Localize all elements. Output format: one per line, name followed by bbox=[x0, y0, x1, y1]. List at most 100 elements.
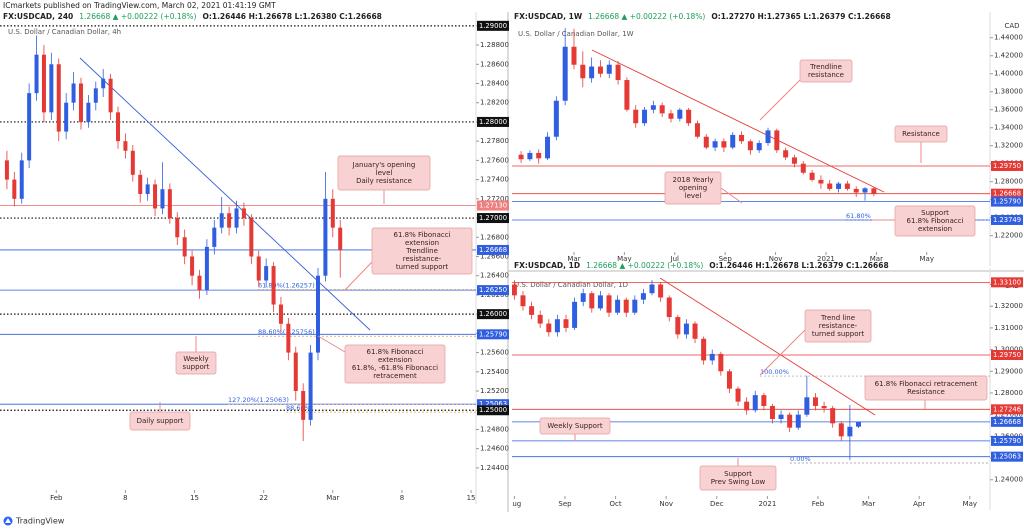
annotation-text: extension bbox=[405, 239, 439, 247]
level-label-box bbox=[991, 160, 1023, 171]
level-label-box bbox=[991, 404, 1023, 415]
candle-body bbox=[761, 395, 767, 406]
x-tick-label: Mar bbox=[567, 255, 580, 263]
candle-body bbox=[563, 319, 569, 328]
candle-body bbox=[726, 371, 732, 389]
candle-body bbox=[827, 183, 833, 189]
level-label: 1.25790 bbox=[993, 198, 1021, 206]
candle-body bbox=[778, 414, 784, 419]
candle-body bbox=[553, 100, 559, 137]
y-tick-label: 1.30000 bbox=[994, 346, 1023, 354]
chart-title: U.S. Dollar / Canadian Dollar, 1D bbox=[514, 281, 628, 289]
candle-body bbox=[783, 150, 789, 158]
candle-body bbox=[703, 136, 709, 148]
annotation-text: Prev Swing Low bbox=[711, 478, 766, 486]
y-tick-label: 1.24000 bbox=[994, 476, 1023, 484]
candle-body bbox=[730, 134, 736, 148]
y-tick-label: 1.26400 bbox=[480, 272, 509, 280]
candle-body bbox=[27, 93, 32, 161]
x-tick-label: Mar bbox=[870, 255, 883, 263]
candle-body bbox=[518, 154, 524, 160]
candle-body bbox=[606, 295, 612, 313]
symbol-ohlc-text: O:1.27270 H:1.27365 L:1.26379 C:1.26668 bbox=[711, 12, 890, 21]
annotation-text: Support bbox=[724, 470, 752, 478]
annotation-pointer bbox=[759, 79, 801, 121]
candle-body bbox=[735, 388, 741, 402]
annotation-text: level bbox=[685, 192, 702, 200]
level-label: 1.33100 bbox=[993, 278, 1021, 286]
candle-body bbox=[615, 64, 621, 81]
annotation-text: resistance- bbox=[403, 255, 442, 263]
candle-body bbox=[624, 80, 630, 110]
candle-body bbox=[529, 306, 535, 315]
level-label-box bbox=[477, 244, 509, 255]
level-label: 1.27000 bbox=[479, 214, 507, 222]
x-tick-label: Nov bbox=[769, 255, 783, 263]
candle-body bbox=[330, 198, 335, 228]
candle-body bbox=[694, 123, 700, 137]
y-tick-label: 1.27800 bbox=[480, 137, 509, 145]
candle-body bbox=[686, 109, 692, 124]
candle-body bbox=[668, 113, 674, 119]
candle-body bbox=[709, 353, 715, 361]
tradingview-logo bbox=[3, 516, 13, 526]
fib-label: 127.20%(1.25063) bbox=[228, 396, 289, 404]
x-tick-label: Jul bbox=[670, 255, 680, 263]
candle-body bbox=[756, 143, 762, 151]
plot-area: 100.00% 0.00% Trend lineresistance-turned … bbox=[512, 278, 990, 491]
annotation-text: 61.8% Fibonacci bbox=[366, 348, 423, 356]
level-label-box bbox=[477, 309, 509, 320]
candle-body bbox=[747, 141, 753, 151]
candle-body bbox=[308, 352, 313, 420]
x-tick-label: Aug bbox=[508, 500, 522, 508]
level-label: 1.29750 bbox=[993, 162, 1021, 170]
candle-body bbox=[623, 299, 629, 313]
x-tick-label: 15 bbox=[467, 494, 476, 502]
candle-body bbox=[712, 141, 718, 148]
level-label-box bbox=[991, 435, 1023, 446]
candle-body bbox=[234, 208, 239, 228]
level-label: 1.23749 bbox=[993, 216, 1021, 224]
candle-body bbox=[227, 213, 232, 228]
level-label: 1.26000 bbox=[479, 310, 507, 318]
x-tick-label: 8 bbox=[123, 494, 127, 502]
x-axis: Aug Sep Oct Nov Dec 2021 Feb Mar Apr May bbox=[508, 496, 977, 508]
annotation-box bbox=[894, 205, 976, 237]
candle-body bbox=[264, 266, 269, 281]
trendline bbox=[659, 278, 876, 416]
y-tick-label: 1.27400 bbox=[480, 176, 509, 184]
candle-body bbox=[527, 152, 533, 160]
annotation-pointer bbox=[759, 329, 806, 376]
candle-body bbox=[19, 160, 24, 199]
candle-body bbox=[249, 218, 254, 257]
candle-body bbox=[34, 54, 39, 94]
level-label: 1.27246 bbox=[993, 405, 1021, 413]
annotation-text: Trend line bbox=[820, 314, 855, 322]
level-label: 1.27130 bbox=[479, 202, 507, 210]
trendline bbox=[79, 57, 371, 331]
level-label-box bbox=[991, 188, 1023, 199]
candle-body bbox=[830, 408, 836, 424]
level-label-box bbox=[991, 196, 1023, 207]
annotation-text: Resistance bbox=[902, 130, 940, 138]
y-tick-label: 1.26800 bbox=[480, 233, 509, 241]
annotation-text: 61.8% Fibonacci bbox=[393, 231, 450, 239]
level-label-box bbox=[991, 277, 1023, 288]
candle-body bbox=[589, 293, 595, 309]
candle-body bbox=[537, 314, 543, 324]
candle-body bbox=[666, 297, 672, 318]
annotation-text: extension bbox=[918, 225, 952, 233]
candle-body bbox=[765, 130, 771, 144]
annotation-text: Daily resistance bbox=[356, 177, 412, 185]
candle-body bbox=[301, 391, 306, 420]
candle-body bbox=[138, 174, 143, 195]
candle-body bbox=[546, 323, 552, 333]
annotation-text: Trendline bbox=[809, 63, 842, 71]
candle-body bbox=[536, 152, 542, 159]
y-tick-label: 1.25400 bbox=[480, 368, 509, 376]
candle-body bbox=[572, 301, 578, 328]
y-tick-label: 1.28000 bbox=[994, 178, 1023, 186]
level-label: 1.28000 bbox=[479, 118, 507, 126]
